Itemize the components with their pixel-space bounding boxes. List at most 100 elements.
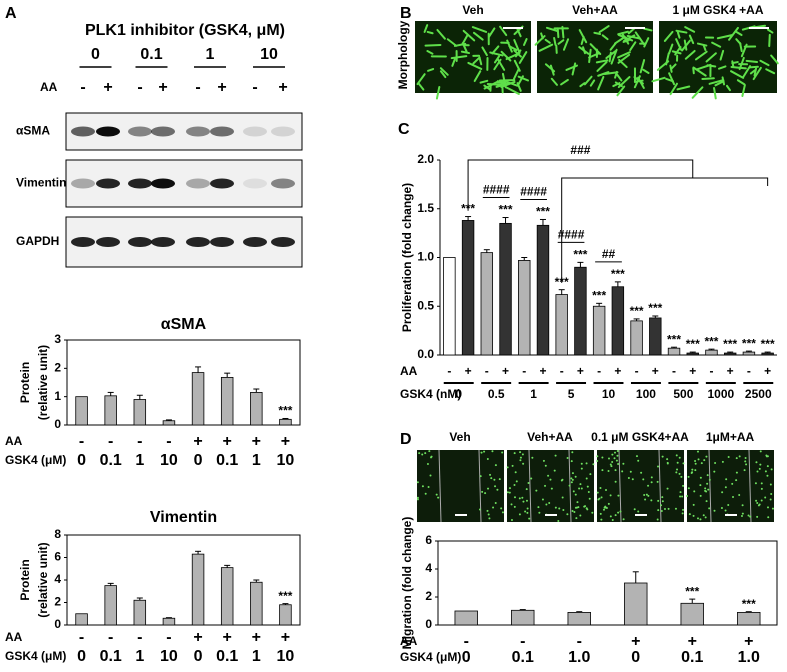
cell-dot	[535, 490, 537, 492]
cell-dot	[599, 487, 601, 489]
cell-dot	[522, 463, 524, 465]
cell-dot	[490, 477, 492, 479]
panel-letter: C	[398, 121, 410, 138]
cell-dot	[764, 496, 766, 498]
x-row-value: 1	[135, 648, 144, 665]
x-row-value: 10	[602, 387, 616, 401]
cell-dot	[571, 460, 573, 462]
cell-dot	[637, 510, 639, 512]
cell-dot	[748, 515, 750, 517]
cell-dot	[611, 454, 613, 456]
image-label: 1μM+AA	[706, 430, 755, 444]
cell-dot	[736, 472, 738, 474]
cell-dot	[489, 474, 491, 476]
blot-band	[151, 237, 175, 247]
cell-dot	[554, 470, 556, 472]
cell-dot	[761, 499, 763, 501]
cell-dot	[519, 451, 521, 453]
x-row-value: 0	[194, 648, 203, 665]
cell-dot	[708, 507, 710, 509]
cell-dot	[623, 518, 625, 520]
cell-dot	[567, 457, 569, 459]
cell-dot	[738, 494, 740, 496]
significance: ***	[573, 248, 587, 262]
y-axis-label: (relative unit)	[36, 542, 50, 617]
cell-dot	[705, 516, 707, 518]
x-row-value: 0.5	[488, 387, 505, 401]
cell-dot	[691, 469, 693, 471]
y-axis-label: Migration (fold change)	[400, 517, 414, 650]
cell-dot	[494, 485, 496, 487]
y-tick-label: 6	[54, 550, 61, 564]
bar	[687, 353, 699, 355]
image-label: 0.1 μM GSK4+AA	[591, 430, 689, 444]
cell	[769, 35, 770, 46]
bar	[280, 605, 292, 625]
cell	[732, 62, 737, 63]
cell-dot	[767, 516, 769, 518]
bar	[462, 220, 474, 355]
cell-dot	[519, 497, 521, 499]
cell-dot	[600, 513, 602, 515]
cell-dot	[681, 496, 683, 498]
cell-dot	[745, 463, 747, 465]
cell-dot	[770, 484, 772, 486]
cell-dot	[586, 507, 588, 509]
cell-dot	[610, 515, 612, 517]
x-row-value: -	[520, 633, 525, 650]
significance: ***	[742, 336, 756, 350]
bar	[481, 253, 493, 355]
cell-dot	[586, 478, 588, 480]
cell-dot	[703, 459, 705, 461]
cell-dot	[514, 506, 516, 508]
cell-dot	[714, 510, 716, 512]
y-tick-label: 4	[425, 561, 432, 575]
cell-dot	[612, 519, 614, 521]
x-row-value: -	[597, 364, 601, 378]
cell-dot	[686, 495, 688, 497]
cell-dot	[695, 463, 697, 465]
x-row-value: 0	[77, 452, 86, 469]
bar	[681, 603, 704, 625]
cell-dot	[425, 493, 427, 495]
cell-dot	[682, 512, 684, 514]
cell-dot	[483, 451, 485, 453]
bar	[706, 350, 718, 355]
significance: ***	[742, 597, 756, 611]
cell-dot	[488, 513, 490, 515]
cell-dot	[515, 471, 517, 473]
x-row-value: +	[252, 433, 261, 450]
cell-dot	[661, 510, 663, 512]
bar	[537, 225, 549, 355]
cell-dot	[699, 484, 701, 486]
cell-dot	[424, 452, 426, 454]
cell-dot	[422, 485, 424, 487]
cell	[732, 67, 746, 68]
x-row-value: -	[137, 629, 142, 646]
cell-dot	[700, 477, 702, 479]
cell	[610, 53, 611, 62]
cell-dot	[700, 495, 702, 497]
cell-dot	[698, 458, 700, 460]
blot-title: PLK1 inhibitor (GSK4, μM)	[85, 22, 285, 39]
cell-dot	[707, 474, 709, 476]
cell-dot	[651, 476, 653, 478]
cell-dot	[630, 471, 632, 473]
blot-band	[151, 179, 175, 189]
cell-dot	[573, 511, 575, 513]
x-row-value: 0.1	[100, 452, 122, 469]
significance: ***	[704, 334, 718, 348]
cell-dot	[704, 487, 706, 489]
cell-dot	[547, 475, 549, 477]
cell-dot	[688, 476, 690, 478]
cell-dot	[437, 497, 439, 499]
x-row-value: -	[166, 433, 171, 450]
cell-dot	[662, 500, 664, 502]
cell-dot	[756, 502, 758, 504]
y-tick-label: 0.0	[417, 347, 434, 361]
bar	[518, 260, 530, 355]
cell-dot	[429, 475, 431, 477]
cell-dot	[575, 494, 577, 496]
cell-dot	[614, 452, 616, 454]
cell-dot	[667, 462, 669, 464]
